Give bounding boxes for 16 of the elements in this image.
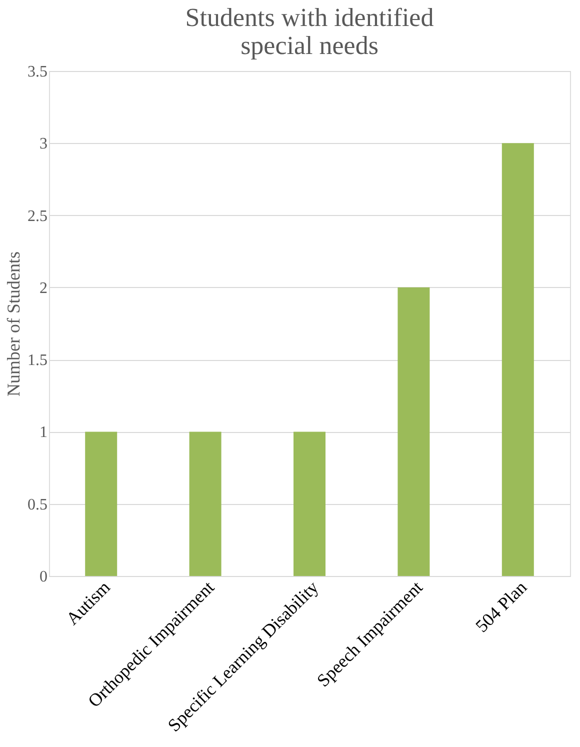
y-tick-label: 2.5	[28, 208, 48, 225]
bar	[189, 432, 222, 576]
x-tick-label: 504 Plan	[472, 577, 531, 636]
bar	[294, 432, 326, 576]
chart-title: Students with identified special needs	[185, 3, 434, 60]
bar	[502, 143, 534, 576]
y-tick-label: 3.5	[28, 64, 48, 80]
y-tick-label: 3	[40, 136, 48, 153]
y-tick-label: 0	[40, 568, 48, 586]
bar	[85, 432, 118, 576]
y-tick-label: 1	[40, 424, 48, 442]
y-axis-title: Number of Students	[4, 252, 24, 396]
bar	[398, 287, 430, 576]
y-tick-label: 1.5	[28, 352, 48, 370]
y-tick-label: 0.5	[28, 496, 48, 514]
y-tick-label: 2	[40, 280, 48, 297]
